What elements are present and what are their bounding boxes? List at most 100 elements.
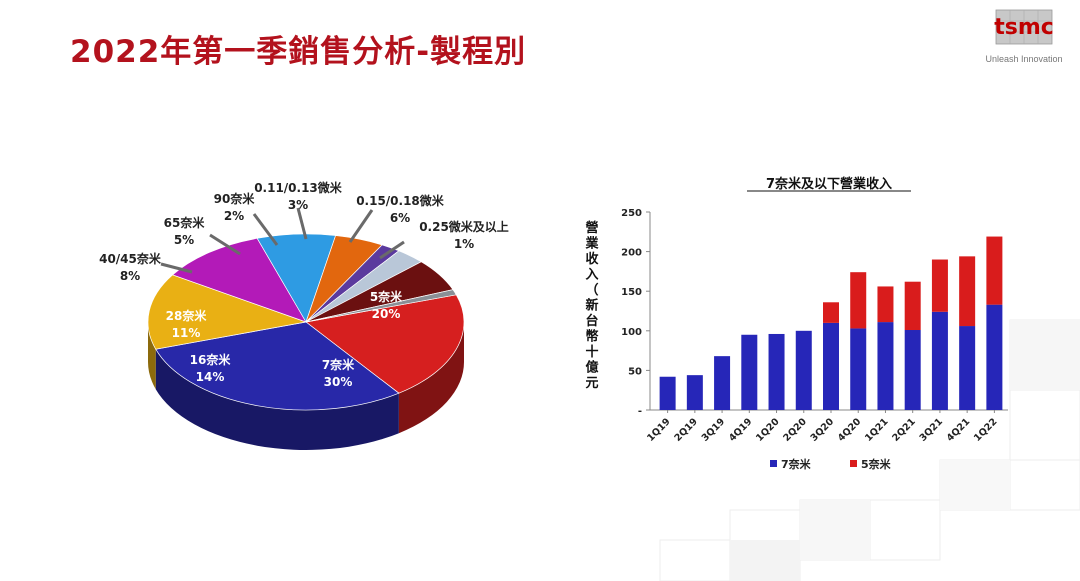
pie-side-5奈米 — [398, 322, 464, 434]
pie-slice-28奈米 — [171, 237, 307, 323]
pie-label-6-label: 90奈米 — [214, 191, 256, 206]
deco-fill — [940, 460, 1010, 510]
y-tick-label: 150 — [621, 287, 642, 298]
bar-5奈米-2Q21 — [904, 281, 921, 331]
pie-slice-16奈米 — [147, 274, 308, 350]
x-tick-label-1Q20: 1Q20 — [754, 416, 782, 444]
y-axis-label-char: 元 — [585, 376, 598, 391]
bar-7奈米-1Q19 — [659, 376, 676, 410]
y-axis-label-char: 台 — [585, 313, 598, 329]
pie-label-4-pct_label: 8% — [120, 269, 140, 283]
x-tick-label-1Q22: 1Q22 — [972, 416, 1000, 444]
pie-label-7-label: 0.11/0.13微米 — [254, 180, 343, 195]
tsmc-logo-mark: tsmc — [994, 9, 1054, 45]
legend-swatch-7奈米 — [770, 460, 777, 467]
tsmc-logo: tsmc Unleash Innovation — [974, 4, 1074, 68]
bar-5奈米-4Q20 — [850, 272, 867, 329]
pie-slice-7奈米 — [155, 321, 400, 411]
x-tick-label-2Q19: 2Q19 — [672, 416, 700, 444]
pie-label-2-pct_label: 14% — [196, 370, 225, 384]
bar-7奈米-3Q21 — [931, 311, 948, 410]
pie-leader-line-40/45奈米 — [160, 262, 193, 274]
x-tick-label-1Q21: 1Q21 — [863, 416, 891, 444]
y-axis-label-char: 營 — [585, 220, 598, 236]
logo-wordmark: tsmc — [994, 15, 1054, 40]
pie-label-9-label: 0.25微米及以上 — [419, 219, 509, 234]
pie-leader-lines — [160, 207, 405, 274]
x-tick-label-4Q19: 4Q19 — [727, 416, 755, 444]
bar-5奈米-3Q21 — [931, 259, 948, 312]
pie-labels: 5奈米 20% 7奈米 30% 16奈米 14% 28奈米 11% 40/45奈米 8% 65奈米 5… — [99, 180, 509, 389]
x-tick-label-3Q19: 3Q19 — [700, 416, 728, 444]
deco-fill — [1010, 320, 1080, 390]
x-tick-label-2Q21: 2Q21 — [890, 416, 918, 444]
bar-7奈米-2Q20 — [795, 330, 812, 410]
pie-top — [147, 233, 465, 411]
bar-7奈米-1Q21 — [877, 322, 894, 410]
pie-label-3-pct_label: 11% — [172, 326, 201, 340]
y-axis-label-char: 收 — [585, 251, 599, 267]
bar-7奈米-4Q21 — [959, 326, 976, 410]
pie-label-8-pct_label: 6% — [390, 211, 410, 225]
pie-leader-line-65奈米 — [209, 233, 241, 256]
pie-slice-0.25微米及以上 — [305, 289, 457, 323]
y-axis-label-char: 億 — [585, 360, 598, 376]
bar-7奈米-1Q22 — [986, 304, 1003, 410]
bar-7奈米-3Q19 — [714, 356, 731, 410]
pie-label-0-pct_label: 20% — [372, 307, 401, 321]
bar-legend: 7奈米 5奈米 — [770, 457, 892, 471]
x-tick-label-4Q21: 4Q21 — [945, 416, 973, 444]
pie-side-7奈米 — [155, 349, 399, 450]
pie-label-1-pct_label: 30% — [324, 375, 353, 389]
y-axis-label-char: 新 — [585, 298, 598, 314]
page-title: 2022年第一季銷售分析-製程別 — [70, 34, 527, 70]
bar-5奈米-3Q20 — [823, 302, 839, 323]
bar-7奈米-1Q20 — [768, 333, 785, 410]
bar-y-ticks: - 50 100 150 200 250 — [621, 208, 650, 417]
pie-label-1-label: 7奈米 — [322, 357, 355, 372]
pie-sides — [148, 322, 464, 450]
pie-leader-line-90奈米 — [252, 213, 279, 246]
y-tick-label: 50 — [628, 366, 642, 377]
x-tick-label-1Q19: 1Q19 — [645, 416, 673, 444]
pie-leader-line-0.25微米及以上 — [379, 240, 405, 260]
bar-5奈米-1Q22 — [986, 236, 1003, 305]
pie-label-6-pct_label: 2% — [224, 209, 244, 223]
legend-label-5奈米: 5奈米 — [861, 457, 892, 471]
bar-7奈米-4Q19 — [741, 334, 758, 410]
x-tick-label-4Q20: 4Q20 — [836, 416, 864, 444]
bar-7奈米-2Q19 — [686, 375, 703, 410]
bar-5奈米-4Q21 — [959, 256, 976, 327]
deco-square — [659, 539, 731, 581]
pie-leader-line-0.15/0.18微米 — [348, 209, 374, 243]
pie-label-5-pct_label: 5% — [174, 233, 194, 247]
pie-slice-5奈米 — [305, 294, 465, 394]
deco-fill — [730, 540, 800, 581]
y-tick-label: 250 — [621, 208, 642, 219]
bars — [659, 236, 1003, 410]
bar-7奈米-3Q20 — [823, 322, 839, 410]
pie-label-5-label: 65奈米 — [164, 215, 206, 230]
y-axis-label-char: 十 — [585, 344, 598, 360]
pie-label-3-label: 28奈米 — [166, 308, 208, 323]
legend-label-7奈米: 7奈米 — [781, 457, 812, 471]
pie-label-4-label: 40/45奈米 — [99, 251, 162, 266]
y-axis-label-char: 入 — [585, 268, 598, 283]
deco-fill — [800, 500, 870, 560]
y-tick-label: 100 — [621, 327, 642, 338]
deco-square — [869, 499, 941, 561]
y-axis-label-char: （ — [585, 282, 598, 298]
bar-7奈米-2Q21 — [904, 330, 921, 410]
process-pie-chart: 5奈米 20% 7奈米 30% 16奈米 14% 28奈米 11% 40/45奈米 8% 65奈米 5… — [99, 180, 509, 450]
pie-leader-line-0.11/0.13微米 — [296, 207, 308, 240]
pie-label-0-label: 5奈米 — [370, 289, 403, 304]
pie-label-9-pct_label: 1% — [454, 237, 474, 251]
pie-label-8-label: 0.15/0.18微米 — [356, 193, 445, 208]
x-tick-label-3Q20: 3Q20 — [809, 416, 837, 444]
x-tick-label-2Q20: 2Q20 — [781, 416, 809, 444]
y-tick-label: - — [638, 406, 642, 417]
y-axis-label-char: 業 — [584, 236, 599, 252]
